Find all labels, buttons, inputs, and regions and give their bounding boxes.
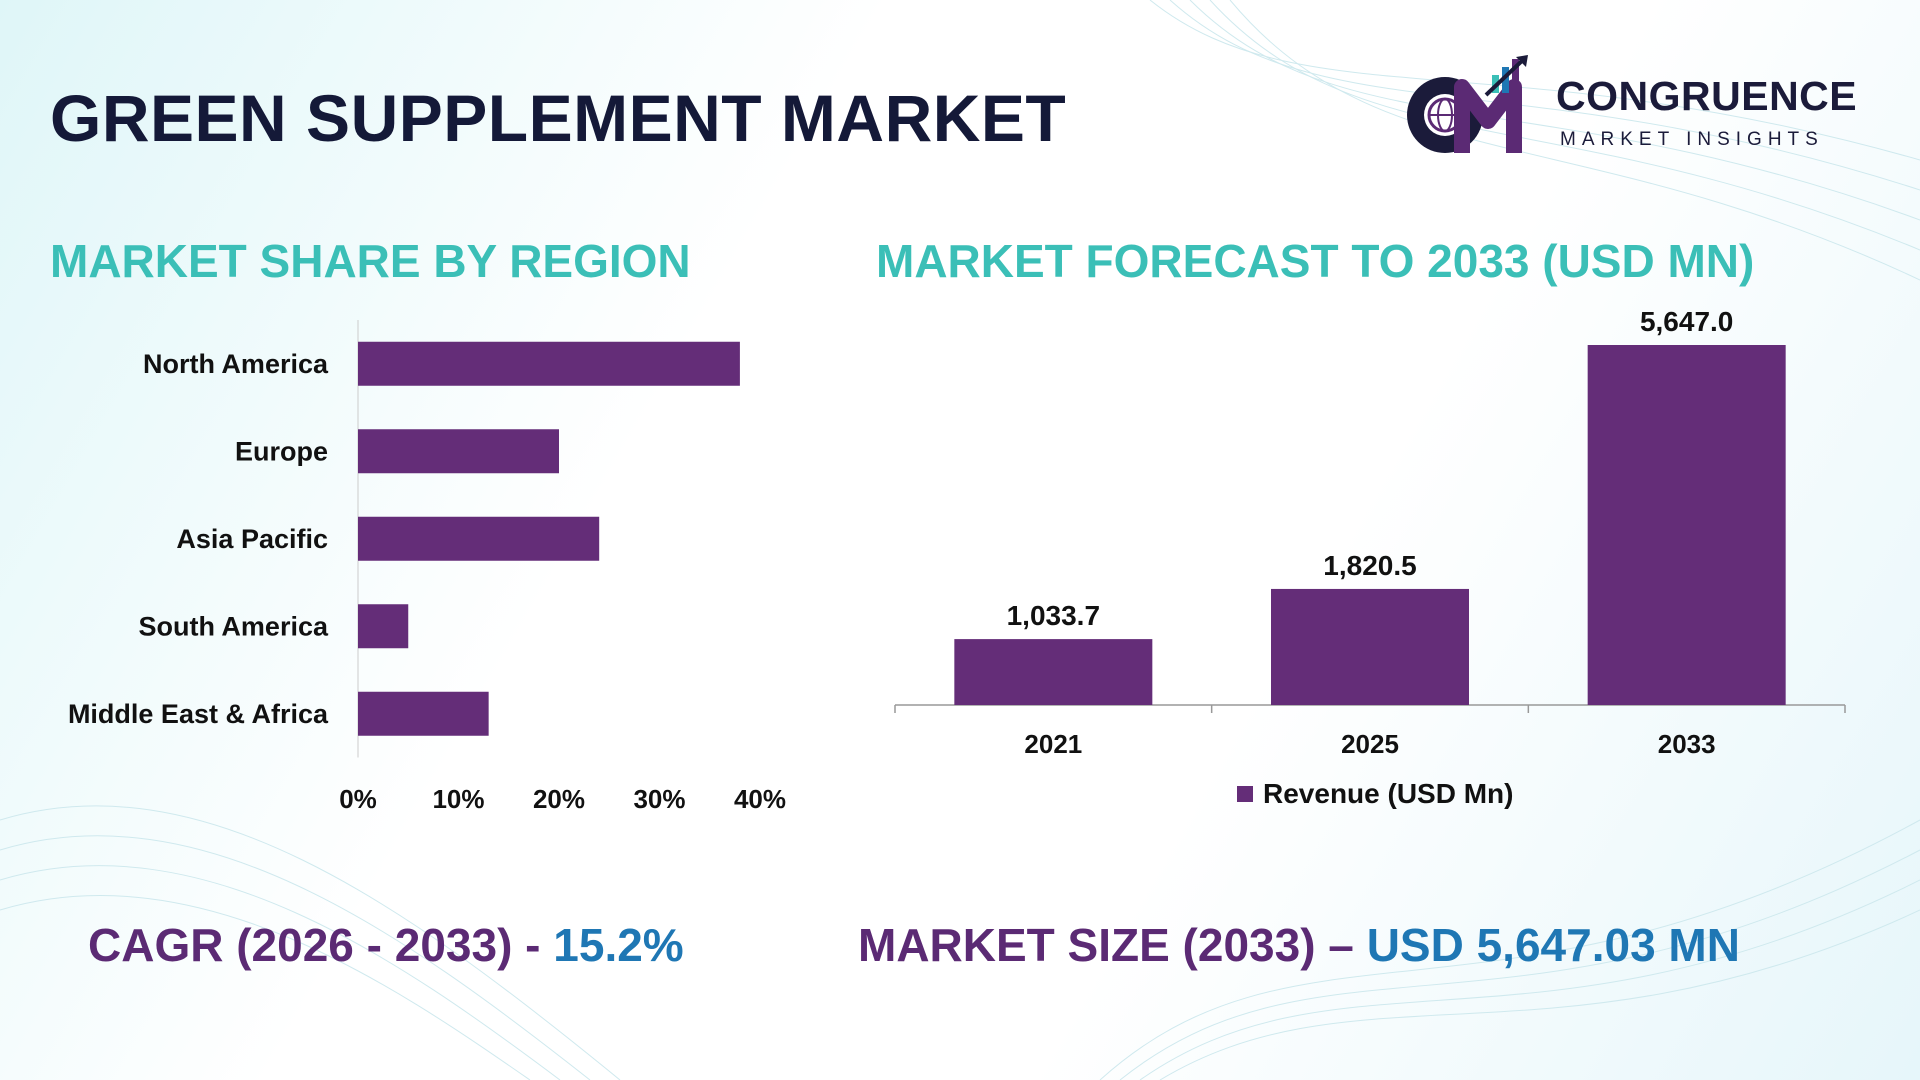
bar-asia-pacific [358, 516, 600, 561]
data-label: 1,820.5 [1323, 550, 1416, 581]
cagr-stat: CAGR (2026 - 2033) - 15.2% [88, 918, 684, 972]
company-logo: CONGRUENCE MARKET INSIGHTS [1400, 55, 1880, 165]
x-tick-label: 0% [339, 784, 377, 814]
legend-label: Revenue (USD Mn) [1263, 778, 1514, 809]
logo-name: CONGRUENCE [1556, 73, 1858, 119]
region-share-chart: North America Europe Asia Pacific South Ame… [68, 320, 786, 814]
bar-north-america [358, 341, 740, 386]
bar-2021 [954, 639, 1153, 705]
bar-2025 [1271, 588, 1469, 705]
data-label: 1,033.7 [1007, 600, 1100, 631]
market-size-stat: MARKET SIZE (2033) – USD 5,647.03 MN [858, 918, 1740, 972]
category-label: South America [138, 611, 329, 641]
bar-middle-east-africa [358, 691, 489, 736]
logo-mark-icon [1407, 55, 1528, 153]
logo-tagline: MARKET INSIGHTS [1560, 129, 1824, 150]
legend-swatch [1237, 786, 1253, 802]
forecast-legend: Revenue (USD Mn) [1237, 778, 1513, 810]
x-tick-label: 2021 [1024, 729, 1082, 759]
category-label: Europe [235, 436, 328, 466]
market-size-value: USD 5,647.03 MN [1366, 919, 1740, 971]
bar-europe [358, 429, 559, 474]
data-label: 5,647.0 [1640, 306, 1733, 337]
x-tick-label: 2025 [1341, 729, 1399, 759]
category-label: Asia Pacific [176, 524, 328, 554]
x-tick-label: 30% [633, 784, 685, 814]
forecast-chart: 1,033.7 2021 1,820.5 2025 5,647.0 2033 [894, 306, 1846, 759]
forecast-section-title: MARKET FORECAST TO 2033 (USD MN) [876, 235, 1755, 287]
x-tick-label: 20% [533, 784, 585, 814]
page-title: GREEN SUPPLEMENT MARKET [50, 81, 1067, 155]
category-label: Middle East & Africa [68, 699, 329, 729]
bar-south-america [358, 604, 409, 649]
bar-2033 [1587, 345, 1786, 705]
x-tick-label: 2033 [1658, 729, 1716, 759]
market-size-label: MARKET SIZE (2033) – [858, 919, 1354, 971]
region-section-title: MARKET SHARE BY REGION [50, 235, 691, 287]
x-tick-label: 10% [432, 784, 484, 814]
cagr-value: 15.2% [553, 919, 684, 971]
cagr-label: CAGR (2026 - 2033) - [88, 919, 541, 971]
x-tick-label: 40% [734, 784, 786, 814]
category-label: North America [143, 349, 329, 379]
